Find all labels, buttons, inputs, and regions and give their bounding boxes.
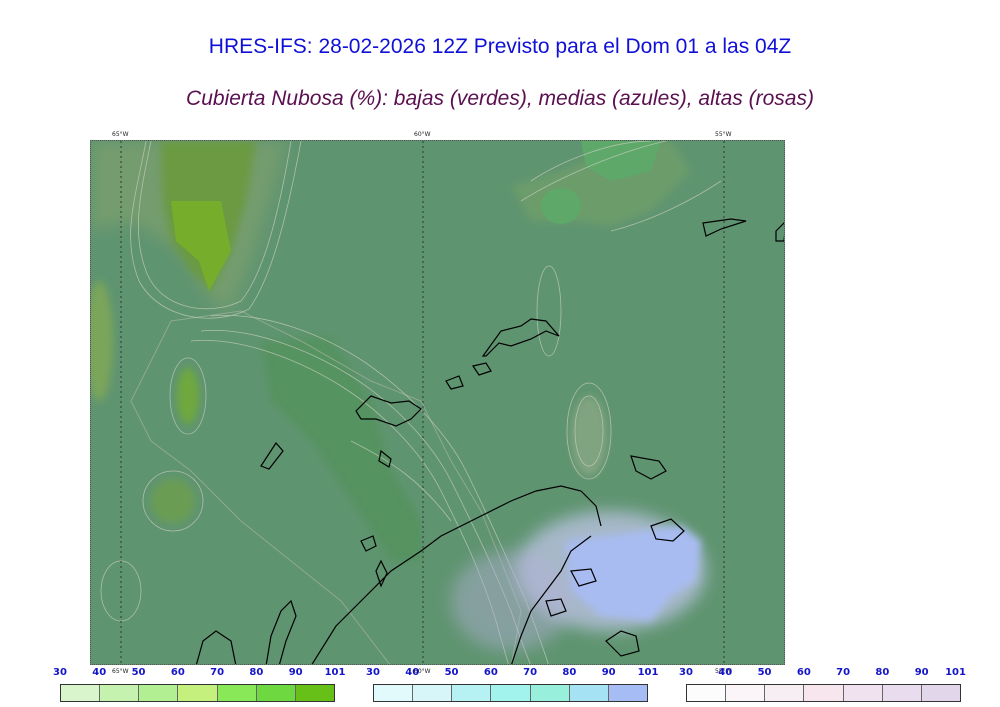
- high-cloud-scale-ticks: 30 40 50 60 70 80 90 101: [679, 667, 966, 681]
- low-tick: 30: [53, 667, 67, 678]
- meridian-label-55w-bottom: 55°W: [715, 668, 732, 675]
- high-scale-swatch-0: [687, 685, 727, 701]
- mid-tick: 90: [601, 667, 616, 678]
- high-tick: 30: [679, 667, 693, 678]
- low-cloud-scale-ticks: 30 40 50 60 70 80 90 101: [53, 667, 345, 681]
- low-tick: 90: [288, 667, 303, 678]
- high-scale-swatch-4: [843, 685, 883, 701]
- mid-tick: 80: [562, 667, 577, 678]
- high-scale-swatch-3: [804, 685, 844, 701]
- low-cloud-color-scale: [60, 684, 335, 702]
- meridian-label-55w-top: 55°W: [715, 131, 732, 138]
- meridian-label-65w-top: 65°W: [112, 131, 129, 138]
- map-title: HRES-IFS: 28-02-2026 12Z Previsto para e…: [208, 35, 792, 58]
- mid-scale-swatch-1: [413, 685, 453, 701]
- mid-scale-swatch-0: [374, 685, 414, 701]
- high-scale-swatch-6: [921, 685, 960, 701]
- mid-cloud-area: [451, 511, 706, 651]
- high-scale-swatch-5: [882, 685, 922, 701]
- mid-scale-swatch-3: [491, 685, 531, 701]
- low-cloud-areas: [91, 141, 691, 664]
- meridian-label-65w-bottom: 65°W: [112, 668, 129, 675]
- low-tick: 50: [131, 667, 146, 678]
- high-cloud-color-scale: [686, 684, 961, 702]
- high-scale-swatch-2: [765, 685, 805, 701]
- high-tick: 80: [875, 667, 890, 678]
- low-tick: 40: [92, 667, 107, 678]
- low-scale-swatch-5: [256, 685, 296, 701]
- low-tick: 60: [170, 667, 185, 678]
- map-subtitle: Cubierta Nubosa (%): bajas (verdes), med…: [186, 87, 814, 110]
- low-scale-swatch-6: [295, 685, 334, 701]
- meridian-label-60w-top: 60°W: [414, 131, 431, 138]
- low-tick: 101: [324, 667, 346, 678]
- mid-scale-swatch-5: [569, 685, 609, 701]
- high-tick: 50: [757, 667, 772, 678]
- mid-tick: 50: [444, 667, 459, 678]
- low-tick: 80: [249, 667, 264, 678]
- mid-tick: 30: [366, 667, 380, 678]
- mid-scale-swatch-2: [452, 685, 492, 701]
- high-tick: 101: [945, 667, 966, 678]
- low-scale-swatch-3: [178, 685, 218, 701]
- high-tick: 60: [796, 667, 811, 678]
- low-scale-swatch-2: [139, 685, 179, 701]
- map-canvas: [91, 141, 784, 664]
- low-scale-swatch-1: [100, 685, 140, 701]
- cloud-cover-map: [90, 140, 785, 665]
- mid-tick: 40: [405, 667, 420, 678]
- high-tick: 40: [718, 667, 733, 678]
- coastlines: [195, 218, 784, 664]
- mid-tick: 101: [637, 667, 659, 678]
- mid-scale-swatch-6: [608, 685, 647, 701]
- mid-tick: 70: [523, 667, 538, 678]
- mid-tick: 60: [483, 667, 498, 678]
- meridian-label-60w-bottom: 60°W: [414, 668, 431, 675]
- high-tick: 70: [836, 667, 851, 678]
- mid-cloud-color-scale: [373, 684, 648, 702]
- mid-scale-swatch-4: [530, 685, 570, 701]
- mid-cloud-scale-ticks: 30 40 50 60 70 80 90 101: [366, 667, 658, 681]
- high-scale-swatch-1: [726, 685, 766, 701]
- low-scale-swatch-0: [61, 685, 101, 701]
- low-tick: 70: [210, 667, 225, 678]
- high-tick: 90: [914, 667, 929, 678]
- low-scale-swatch-4: [217, 685, 257, 701]
